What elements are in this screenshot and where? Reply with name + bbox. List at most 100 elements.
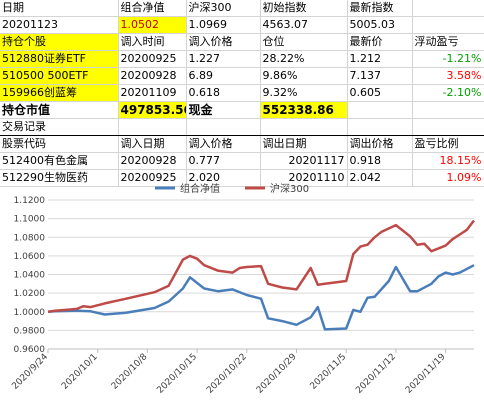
cell-holding-weight[interactable]: 28.22% (260, 50, 348, 68)
cell-initial-index-value[interactable]: 4563.07 (260, 16, 348, 34)
trade-row: 512290生物医药 20200925 2.020 20201110 2.042… (0, 169, 484, 187)
cell-trade-in-date-header[interactable]: 调入日期 (118, 135, 187, 153)
summary-header-row: 日期 组合净值 沪深300 初始指数 最新指数 (0, 0, 484, 17)
x-tick-label: 2020/11/12 (354, 352, 398, 396)
cell-trade-pnl[interactable]: 18.15% (412, 152, 484, 170)
x-tick-label: 2020/9/24 (10, 352, 50, 392)
cell-empty[interactable] (260, 118, 348, 136)
cell-empty[interactable] (412, 0, 484, 17)
cell-initial-index-header[interactable]: 初始指数 (260, 0, 348, 17)
cell-latest-index-header[interactable]: 最新指数 (347, 0, 413, 17)
y-tick-label: 1.0400 (14, 271, 46, 281)
x-tick-label: 2020/10/29 (255, 352, 299, 396)
x-tick-label: 2020/11/5 (309, 352, 349, 392)
cell-empty[interactable] (186, 118, 261, 136)
cell-holding-date[interactable]: 20200925 (118, 50, 187, 68)
x-tick-label: 2020/10/1 (60, 352, 100, 392)
cell-trade-out-date-header[interactable]: 调出日期 (260, 135, 348, 153)
cell-trade-code-header[interactable]: 股票代码 (0, 135, 119, 153)
cell-trade-in-price-header[interactable]: 调入价格 (186, 135, 261, 153)
cell-trade-out-price[interactable]: 0.918 (347, 152, 413, 170)
legend-label-portfolio: 组合净值 (180, 182, 220, 195)
cell-latest-index-value[interactable]: 5005.03 (347, 16, 413, 34)
cell-empty[interactable] (347, 118, 413, 136)
series-line-portfolio (47, 264, 475, 331)
trade-row: 512400有色金属 20200928 0.777 20201117 0.918… (0, 152, 484, 170)
cell-holding-weight[interactable]: 9.32% (260, 84, 348, 102)
cell-empty[interactable] (412, 101, 484, 119)
trades-header-row: 股票代码 调入日期 调入价格 调出日期 调出价格 盈亏比例 (0, 135, 484, 153)
cell-holding-last[interactable]: 7.137 (347, 67, 413, 85)
trades-title-row: 交易记录 (0, 118, 484, 136)
cell-holding-last[interactable]: 0.605 (347, 84, 413, 102)
nav-chart[interactable]: 0.9600 0.9800 1.0000 1.0200 1.0400 1.0600 1.08… (0, 178, 484, 405)
cell-market-value-label[interactable]: 持仓市值 (0, 101, 119, 119)
cell-hs300-header[interactable]: 沪深300 (186, 0, 261, 17)
cell-holding-code[interactable]: 510500 500ETF (0, 67, 119, 85)
cell-holding-price[interactable]: 0.618 (186, 84, 261, 102)
series-line-hs300 (47, 219, 475, 314)
cell-last-price-header[interactable]: 最新价 (347, 33, 413, 51)
y-tick-label: 1.0200 (14, 289, 46, 299)
cell-trade-code[interactable]: 512290生物医药 (0, 169, 119, 187)
cell-hs300-value[interactable]: 1.0969 (186, 16, 261, 34)
cell-market-value[interactable]: 497853.56 (118, 101, 187, 119)
holding-row: 159966创蓝筹 20201109 0.618 9.32% 0.605 -2.… (0, 84, 484, 102)
cell-holdings-header[interactable]: 持仓个股 (0, 33, 119, 51)
cell-trade-in-date[interactable]: 20200928 (118, 152, 187, 170)
holdings-header-row: 持仓个股 调入时间 调入价格 仓位 最新价 浮动盈亏 (0, 33, 484, 51)
cell-nav-header[interactable]: 组合净值 (118, 0, 187, 17)
cell-trade-in-price[interactable]: 0.777 (186, 152, 261, 170)
cell-holding-price[interactable]: 1.227 (186, 50, 261, 68)
market-value-row: 持仓市值 497853.56 现金 552338.86 (0, 101, 484, 119)
cell-date-header[interactable]: 日期 (0, 0, 119, 17)
cell-holding-code[interactable]: 512880证券ETF (0, 50, 119, 68)
spreadsheet-grid: 日期 组合净值 沪深300 初始指数 最新指数 20201123 1.0502 … (0, 0, 484, 187)
y-tick-label: 1.0600 (14, 252, 46, 262)
x-tick-label: 2020/10/15 (155, 352, 199, 396)
cell-trade-pnl-header[interactable]: 盈亏比例 (412, 135, 484, 153)
cell-trades-title[interactable]: 交易记录 (0, 118, 119, 136)
cell-holding-date[interactable]: 20200928 (118, 67, 187, 85)
cell-trade-in-price[interactable]: 2.020 (186, 169, 261, 187)
summary-value-row: 20201123 1.0502 1.0969 4563.07 5005.03 (0, 16, 484, 34)
cell-trade-code[interactable]: 512400有色金属 (0, 152, 119, 170)
y-tick-label: 0.9600 (14, 345, 46, 355)
x-tick-label: 2020/11/19 (404, 352, 448, 396)
x-tick-label: 2020/10/8 (110, 352, 150, 392)
cell-date-value[interactable]: 20201123 (0, 16, 119, 34)
cell-trade-out-date[interactable]: 20201110 (260, 169, 348, 187)
cell-trade-in-date[interactable]: 20200925 (118, 169, 187, 187)
legend-label-hs300: 沪深300 (270, 182, 309, 195)
cell-holding-code[interactable]: 159966创蓝筹 (0, 84, 119, 102)
cell-holding-price[interactable]: 6.89 (186, 67, 261, 85)
holding-row: 512880证券ETF 20200925 1.227 28.22% 1.212 … (0, 50, 484, 68)
cell-empty[interactable] (412, 118, 484, 136)
cell-holding-pnl[interactable]: -1.21% (412, 50, 484, 68)
y-tick-label: 1.1200 (14, 196, 46, 206)
cell-holding-weight[interactable]: 9.86% (260, 67, 348, 85)
cell-cash-label[interactable]: 现金 (186, 101, 261, 119)
cell-holding-pnl[interactable]: 3.58% (412, 67, 484, 85)
holding-row: 510500 500ETF 20200928 6.89 9.86% 7.137 … (0, 67, 484, 85)
cell-in-time-header[interactable]: 调入时间 (118, 33, 187, 51)
cell-cash-value[interactable]: 552338.86 (260, 101, 348, 119)
cell-empty[interactable] (347, 101, 413, 119)
cell-holding-pnl[interactable]: -2.10% (412, 84, 484, 102)
cell-empty[interactable] (412, 16, 484, 34)
cell-in-price-header[interactable]: 调入价格 (186, 33, 261, 51)
cell-empty[interactable] (118, 118, 187, 136)
x-tick-label: 2020/10/22 (205, 352, 249, 396)
cell-pnl-header[interactable]: 浮动盈亏 (412, 33, 484, 51)
cell-nav-value[interactable]: 1.0502 (118, 16, 187, 34)
cell-trade-out-date[interactable]: 20201117 (260, 152, 348, 170)
cell-trade-out-price-header[interactable]: 调出价格 (347, 135, 413, 153)
cell-holding-last[interactable]: 1.212 (347, 50, 413, 68)
cell-trade-out-price[interactable]: 2.042 (347, 169, 413, 187)
y-tick-label: 1.0000 (14, 308, 46, 318)
cell-weight-header[interactable]: 仓位 (260, 33, 348, 51)
cell-holding-date[interactable]: 20201109 (118, 84, 187, 102)
y-tick-label: 1.0800 (14, 233, 46, 243)
y-tick-label: 1.1000 (14, 215, 46, 225)
nav-chart-svg: 0.9600 0.9800 1.0000 1.0200 1.0400 1.0600 1.08… (10, 182, 475, 396)
